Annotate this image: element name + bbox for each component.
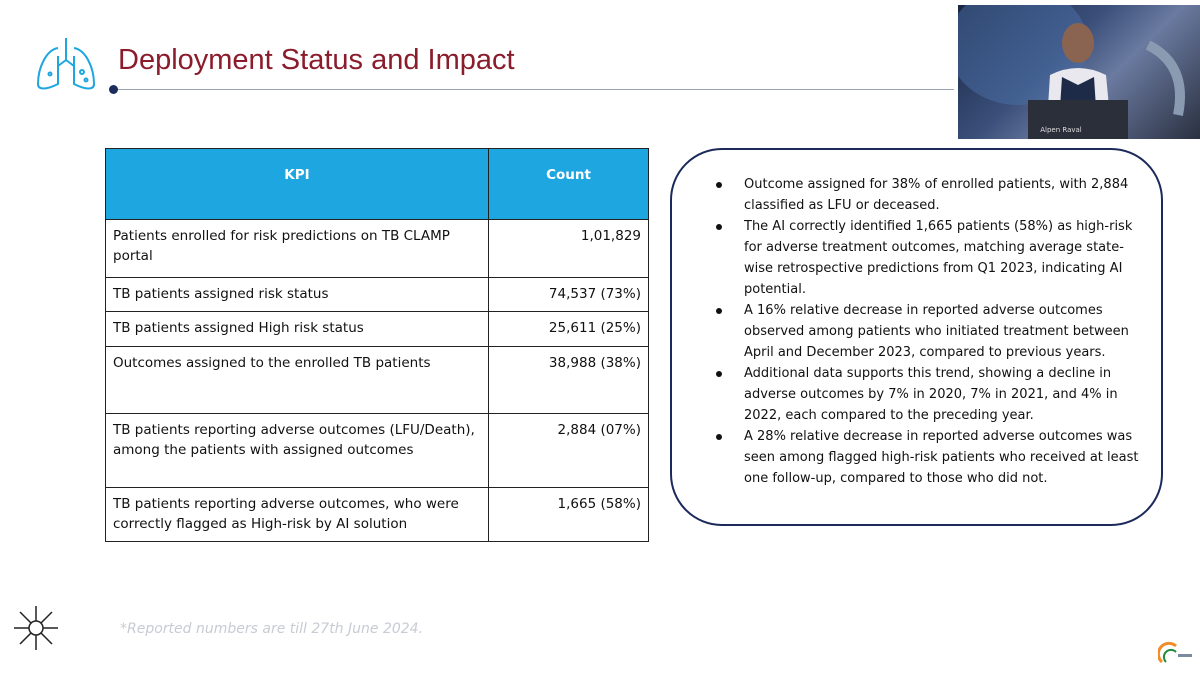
kpi-cell: Patients enrolled for risk predictions o… (105, 219, 489, 278)
kpi-cell: TB patients reporting adverse outcomes (… (105, 413, 489, 488)
bullet-item: A 16% relative decrease in reported adve… (714, 300, 1144, 363)
table-row: TB patients assigned High risk status 25,… (105, 311, 649, 347)
kpi-cell: TB patients reporting adverse outcomes, … (105, 487, 489, 542)
org-logo (14, 606, 58, 650)
bullet-item: The AI correctly identified 1,665 patien… (714, 216, 1144, 300)
summary-box (670, 148, 1163, 526)
table-row: Patients enrolled for risk predictions o… (105, 219, 649, 278)
table-row: Outcomes assigned to the enrolled TB pat… (105, 346, 649, 414)
bullet-item: A 28% relative decrease in reported adve… (714, 426, 1144, 489)
slide-title: Deployment Status and Impact (118, 44, 515, 76)
kpi-table: KPI Count Patients enrolled for risk pre… (105, 148, 649, 542)
column-header: Count (488, 148, 649, 220)
count-cell: 2,884 (07%) (488, 413, 649, 488)
bullet-item: Outcome assigned for 38% of enrolled pat… (714, 174, 1144, 216)
count-cell: 74,537 (73%) (488, 277, 649, 312)
table-row: TB patients reporting adverse outcomes (… (105, 413, 649, 488)
footnote: *Reported numbers are till 27th June 202… (120, 621, 424, 637)
speaker-scene (958, 5, 1185, 139)
kpi-cell: TB patients assigned risk status (105, 277, 489, 312)
count-cell: 25,611 (25%) (488, 311, 649, 347)
digital-india-logo (1158, 641, 1192, 664)
count-cell: 1,665 (58%) (488, 487, 649, 542)
count-cell: 1,01,829 (488, 219, 649, 278)
table-row: TB patients assigned risk status 74,537 (… (105, 277, 649, 312)
title-dot (109, 85, 118, 94)
kpi-cell: TB patients assigned High risk status (105, 311, 489, 347)
count-cell: 38,988 (38%) (488, 346, 649, 414)
lung-icon (36, 38, 96, 90)
speaker-video (958, 5, 1200, 139)
bullet-list: Outcome assigned for 38% of enrolled pat… (714, 174, 1144, 489)
kpi-cell: Outcomes assigned to the enrolled TB pat… (105, 346, 489, 414)
bullet-item: Additional data supports this trend, sho… (714, 363, 1144, 426)
nameplate: Alpen Raval (1028, 124, 1094, 137)
column-header: KPI (105, 148, 489, 220)
title-rule (114, 89, 954, 90)
table-row: TB patients reporting adverse outcomes, … (105, 487, 649, 542)
header-row: KPI Count (105, 148, 649, 220)
